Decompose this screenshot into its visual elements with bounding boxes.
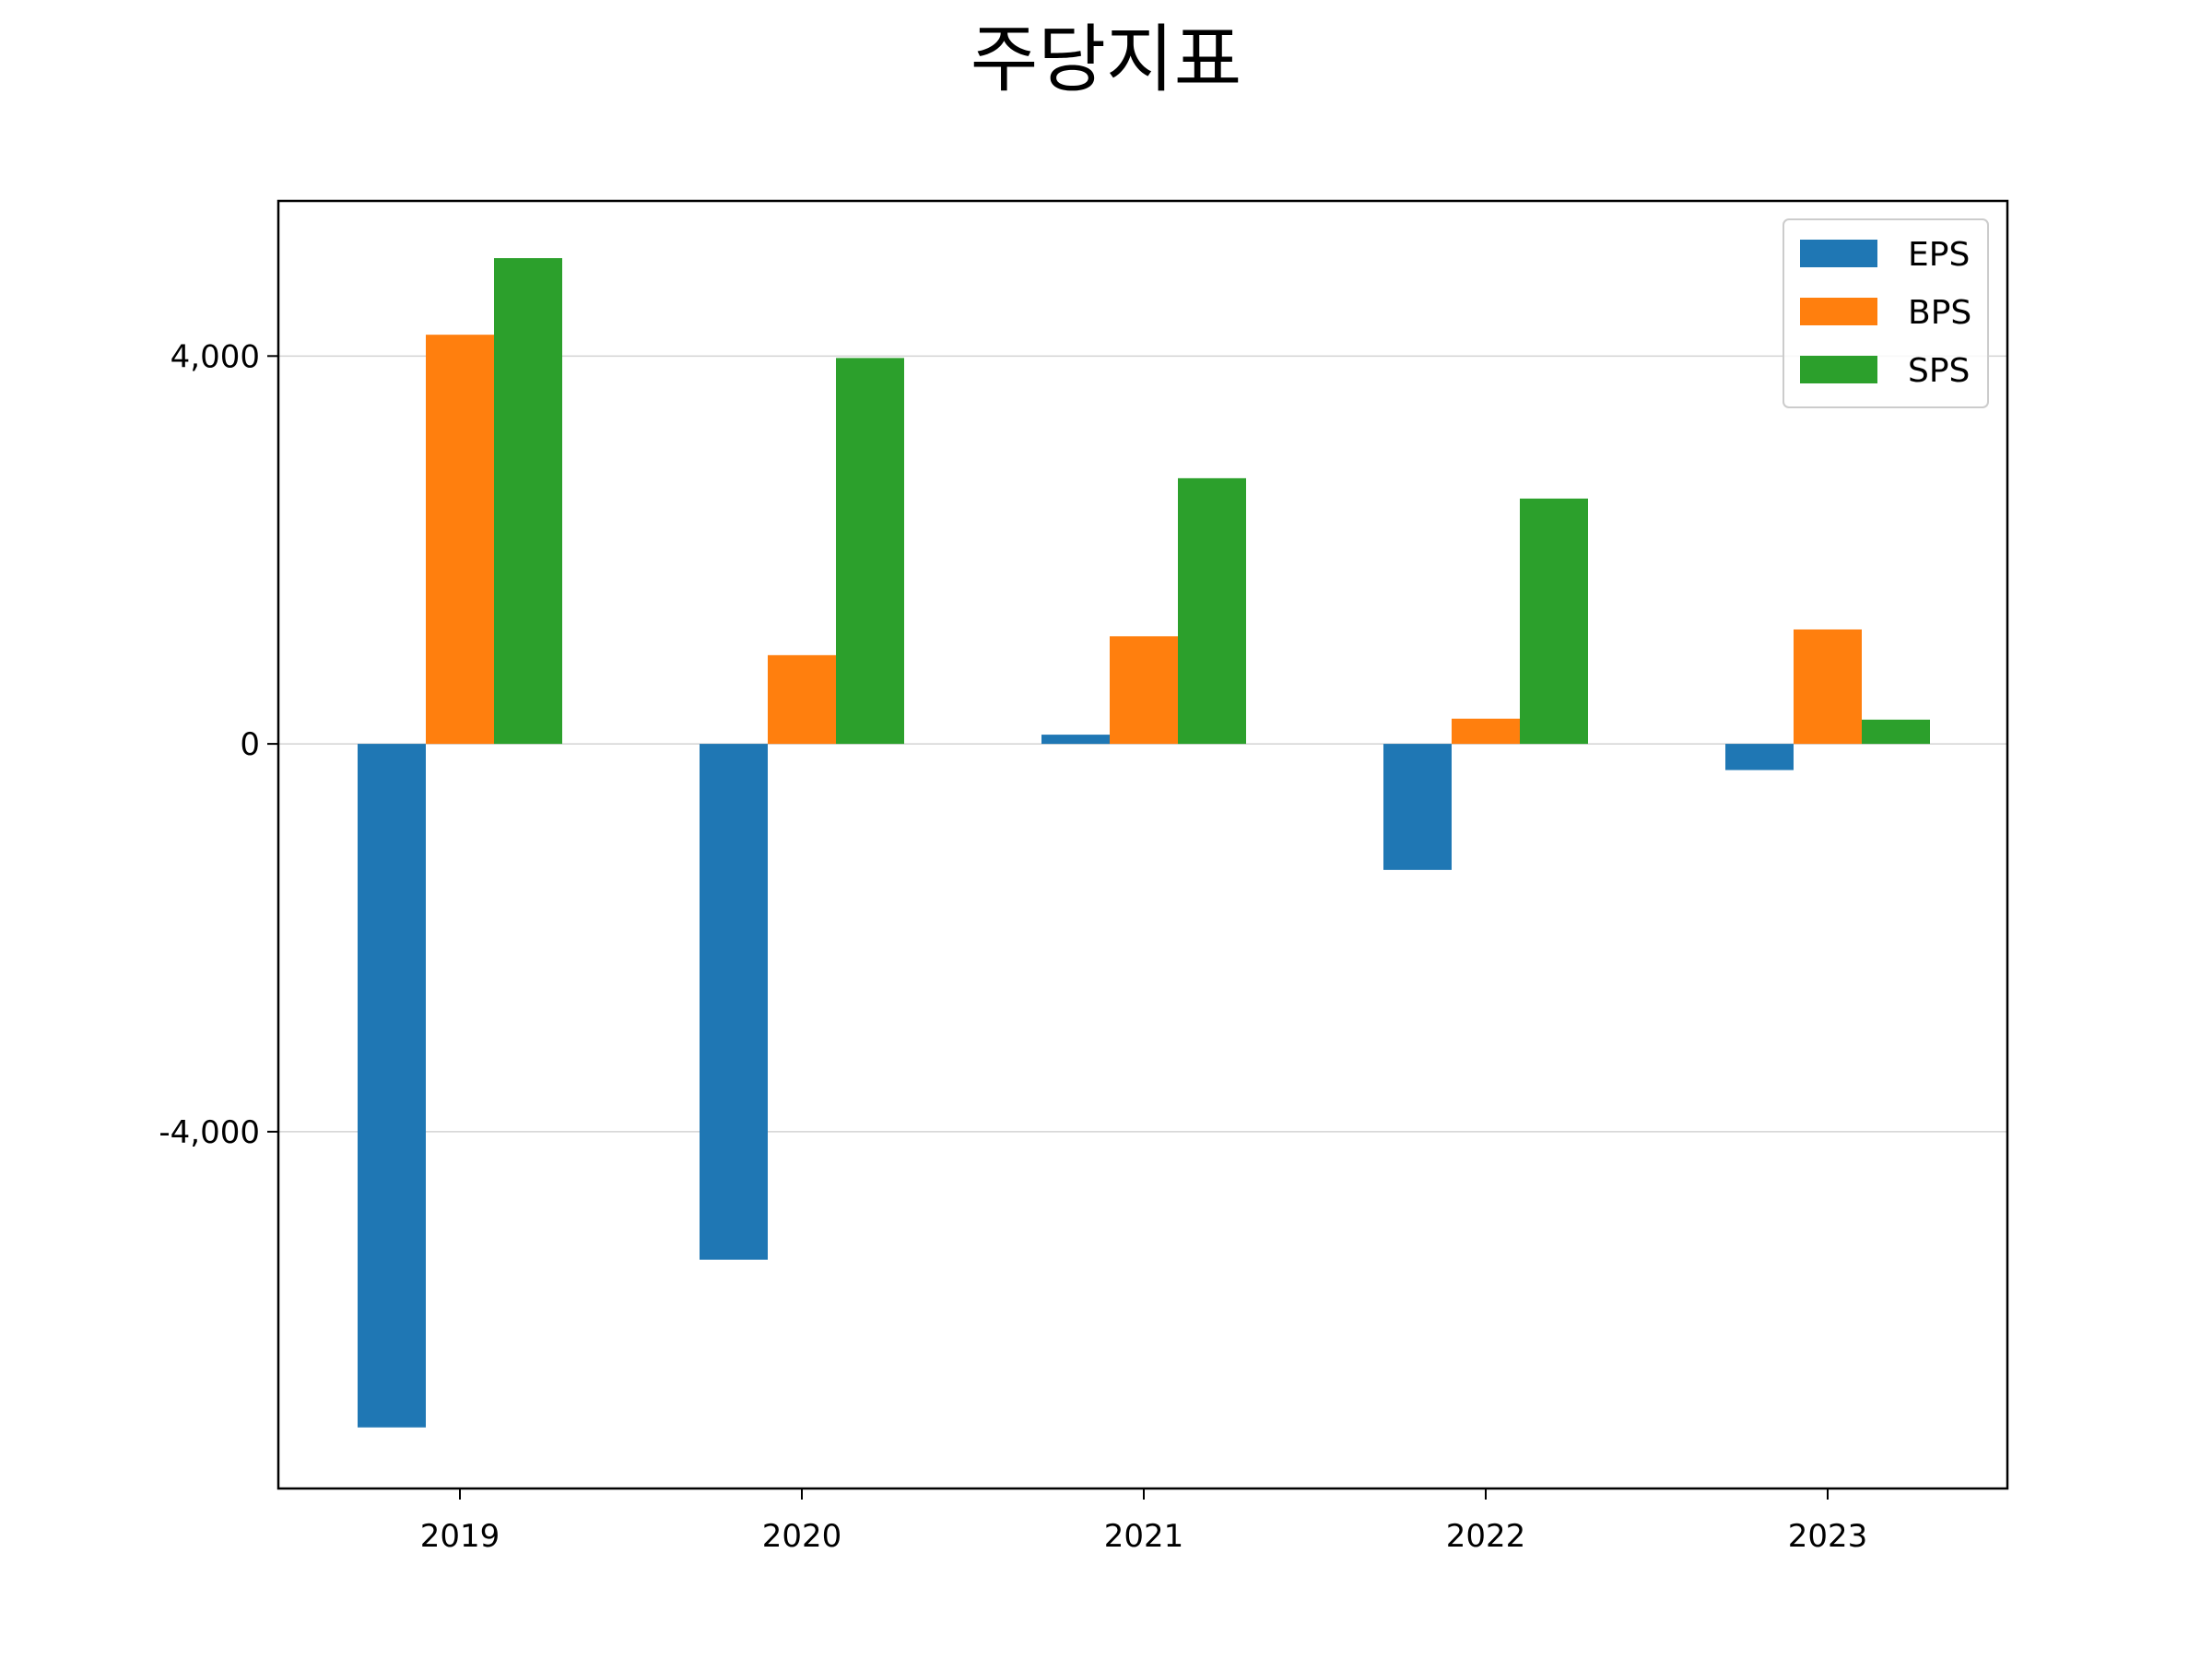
legend-label-eps: EPS [1908, 236, 1970, 274]
x-tick-label: 2022 [1446, 1518, 1526, 1555]
bar-eps-2019 [358, 744, 426, 1428]
x-tick-label: 2020 [762, 1518, 842, 1555]
bar-bps-2020 [768, 654, 836, 745]
bar-sps-2020 [836, 358, 904, 745]
bar-bps-2019 [426, 335, 494, 745]
axes: -4,000 0 4,000 2019 2020 2021 2022 2023 [159, 338, 1867, 1555]
bar-bps-2023 [1794, 629, 1862, 745]
bar-sps-2019 [494, 258, 562, 745]
bars [358, 258, 1930, 1428]
y-tick-label: 0 [240, 726, 260, 763]
bar-eps-2022 [1383, 744, 1452, 870]
legend-swatch-eps [1800, 240, 1877, 267]
chart-title: 주당지표 [971, 17, 1241, 102]
x-tick-label: 2023 [1788, 1518, 1868, 1555]
bar-sps-2021 [1178, 477, 1246, 745]
x-tick-label: 2021 [1104, 1518, 1184, 1555]
x-tick-label: 2019 [420, 1518, 500, 1555]
legend: EPS BPS SPS [1783, 218, 1989, 408]
legend-label-bps: BPS [1908, 294, 1971, 332]
bar-sps-2022 [1520, 498, 1588, 745]
y-tick-label: -4,000 [159, 1114, 260, 1151]
bar-bps-2022 [1452, 718, 1520, 745]
bar-eps-2021 [1041, 735, 1110, 745]
legend-swatch-bps [1800, 298, 1877, 325]
y-tick-label: 4,000 [171, 338, 260, 375]
legend-label-sps: SPS [1908, 352, 1970, 390]
legend-swatch-sps [1800, 356, 1877, 383]
bar-bps-2021 [1110, 636, 1178, 745]
bar-eps-2020 [700, 744, 768, 1260]
bar-sps-2023 [1862, 719, 1930, 745]
bar-eps-2023 [1725, 744, 1794, 771]
